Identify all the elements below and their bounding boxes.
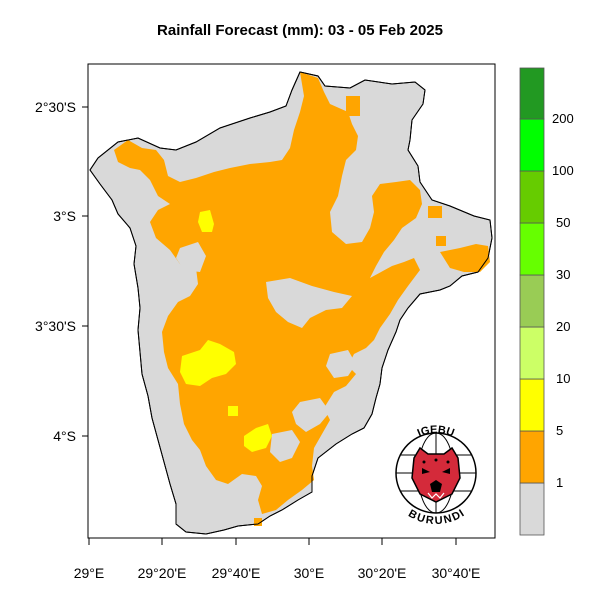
- colorbar-label: 50: [556, 215, 570, 230]
- no-rain-gap: [270, 430, 300, 462]
- moderate-rain-region: [244, 424, 272, 452]
- lon-label: 30°40'E: [432, 565, 481, 581]
- svg-text:IGEBU: IGEBU: [416, 424, 456, 440]
- colorbar-label: 200: [552, 111, 574, 126]
- colorbar-segment: [519, 274, 545, 328]
- colorbar-label: 100: [552, 163, 574, 178]
- colorbar-label: 20: [556, 319, 570, 334]
- map-title: Rainfall Forecast (mm): 03 - 05 Feb 2025: [157, 22, 443, 39]
- map-frame: [87, 63, 496, 539]
- colorbar-segment: [519, 326, 545, 380]
- lat-label: 4°S: [53, 428, 76, 444]
- colorbar-segment: [519, 378, 545, 432]
- lon-label: 29°E: [74, 565, 105, 581]
- no-rain-gap: [326, 350, 356, 378]
- lat-label: 3°30'S: [35, 318, 76, 334]
- lon-label: 29°40'E: [212, 565, 261, 581]
- lat-label: 3°S: [53, 208, 76, 224]
- leopard-head-icon: [411, 446, 461, 503]
- colorbar-label: 30: [556, 267, 570, 282]
- light-rain-patch: [428, 206, 442, 218]
- lon-label: 30°E: [294, 565, 325, 581]
- colorbar-segment: [519, 482, 545, 536]
- colorbar-segment: [519, 170, 545, 224]
- moderate-rain-region: [198, 210, 214, 232]
- moderate-rain-region: [180, 340, 236, 386]
- no-rain-gap: [176, 242, 206, 272]
- svg-text:BURUNDI: BURUNDI: [406, 508, 466, 528]
- no-rain-gap: [266, 278, 352, 328]
- country-border: [89, 71, 493, 535]
- no-rain-gap: [292, 398, 330, 432]
- light-rain-patch: [346, 96, 360, 116]
- lon-label: 29°20'E: [138, 565, 187, 581]
- lon-label: 30°20'E: [358, 565, 407, 581]
- light-rain-patch: [440, 244, 490, 272]
- colorbar-segment: [519, 222, 545, 276]
- colorbar-segment: [519, 67, 545, 120]
- igebu-logo: IGEBU BURUNDI: [395, 424, 477, 528]
- colorbar-label: 1: [556, 475, 563, 490]
- no-rain-gap: [140, 300, 172, 330]
- light-rain-patch: [254, 518, 262, 526]
- colorbar-label: 10: [556, 371, 570, 386]
- lat-label: 2°30'S: [35, 99, 76, 115]
- colorbar-segment: [519, 430, 545, 484]
- colorbar: 1 5 10 20 30 50 100 200: [519, 67, 574, 536]
- light-rain-patch: [436, 236, 446, 246]
- colorbar-label: 5: [556, 423, 563, 438]
- logo-top-text: IGEBU: [416, 424, 456, 440]
- logo-bottom-text: BURUNDI: [406, 508, 466, 528]
- colorbar-segment: [519, 118, 545, 172]
- moderate-rain-region: [228, 406, 238, 416]
